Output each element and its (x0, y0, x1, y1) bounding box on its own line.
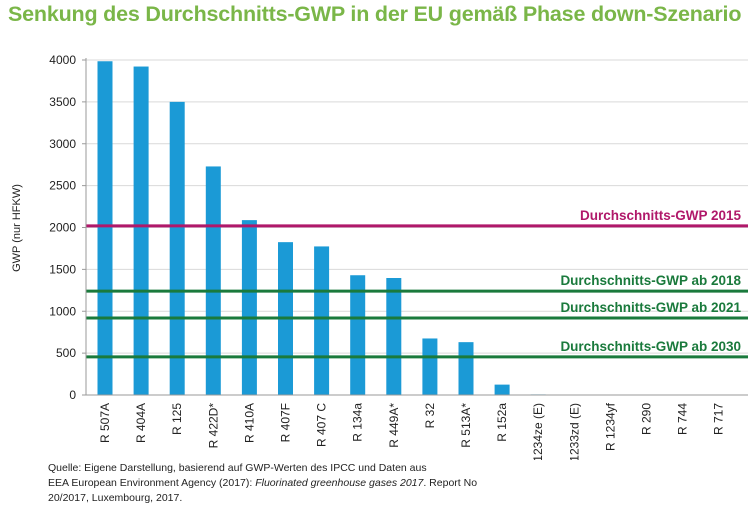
y-tick-label: 0 (69, 388, 76, 402)
source-line-2-italic: Fluorinated greenhouse gases 2017 (255, 477, 424, 489)
chart-title: Senkung des Durchschnitts-GWP in der EU … (8, 2, 742, 26)
x-tick-label: R 1234ze (E) (531, 403, 545, 460)
bar (314, 246, 330, 395)
x-tick-label: R 32 (423, 403, 437, 429)
reference-lines: Durchschnitts-GWP 2015 Durchschnitts-GWP … (86, 208, 748, 359)
bar (97, 61, 113, 395)
source-line-3: 20/2017, Luxembourg, 2017. (48, 492, 183, 504)
x-tick-label: R 404A (134, 403, 148, 443)
bar (458, 342, 474, 395)
bar (494, 384, 510, 395)
y-tick-label: 500 (56, 346, 76, 360)
x-tick-label: R 290 (640, 403, 654, 435)
x-tick-labels: R 507A R 404A R 125 R 422D* R 410A R 407F R 40… (98, 402, 726, 460)
x-tick-label: R 125 (170, 403, 184, 435)
axes (82, 58, 748, 396)
bars (97, 61, 691, 395)
source-line-1: Quelle: Eigene Darstellung, basierend au… (48, 462, 427, 474)
x-tick-label: R 449A* (387, 403, 401, 448)
x-tick-label: R 744 (676, 403, 690, 435)
bar (350, 275, 366, 395)
x-tick-label: R 507A (98, 403, 112, 443)
bar (205, 166, 221, 395)
x-tick-label: R 422D* (206, 403, 220, 449)
x-tick-label: R 1233zd (E) (567, 403, 581, 460)
bar (169, 101, 185, 395)
x-tick-label: R 152a (495, 403, 509, 442)
y-tick-label: 2000 (49, 221, 76, 235)
bar-chart: Durchschnitts-GWP 2015 Durchschnitts-GWP … (11, 53, 748, 460)
reference-line-label: Durchschnitts-GWP ab 2021 (560, 300, 741, 315)
y-tick-label: 3000 (49, 137, 76, 151)
y-axis-label: GWP (nur HFKW) (11, 184, 23, 272)
gridlines (86, 59, 748, 354)
bar (241, 220, 257, 395)
y-tick-label: 3500 (49, 95, 76, 109)
source-line-2-prefix: EEA European Environment Agency (2017): (48, 477, 256, 489)
bar (133, 66, 149, 395)
y-tick-labels: 0 500 1000 1500 2000 2500 3000 3500 4000 (49, 53, 76, 402)
y-tick-label: 1500 (49, 262, 76, 276)
x-tick-label: R 410A (242, 403, 256, 443)
y-tick-label: 1000 (49, 304, 76, 318)
bar (422, 338, 438, 395)
source-note: Quelle: Eigene Darstellung, basierend au… (48, 461, 477, 506)
x-tick-label: R 134a (351, 403, 365, 442)
x-tick-label: R 513A* (459, 403, 473, 448)
x-tick-label: R 717 (712, 403, 726, 435)
reference-line-label: Durchschnitts-GWP 2015 (580, 208, 742, 223)
source-line-2-suffix: . Report No (423, 477, 478, 489)
reference-line-label: Durchschnitts-GWP ab 2018 (560, 273, 741, 288)
bar (386, 278, 402, 395)
source-line-2: EEA European Environment Agency (2017): … (48, 476, 477, 491)
x-tick-label: R 407 C (315, 403, 329, 447)
x-tick-label: R 1234yf (603, 402, 617, 451)
x-tick-label: R 407F (279, 403, 293, 442)
y-tick-label: 4000 (49, 53, 76, 67)
reference-line-label: Durchschnitts-GWP ab 2030 (560, 339, 741, 354)
y-tick-label: 2500 (49, 179, 76, 193)
